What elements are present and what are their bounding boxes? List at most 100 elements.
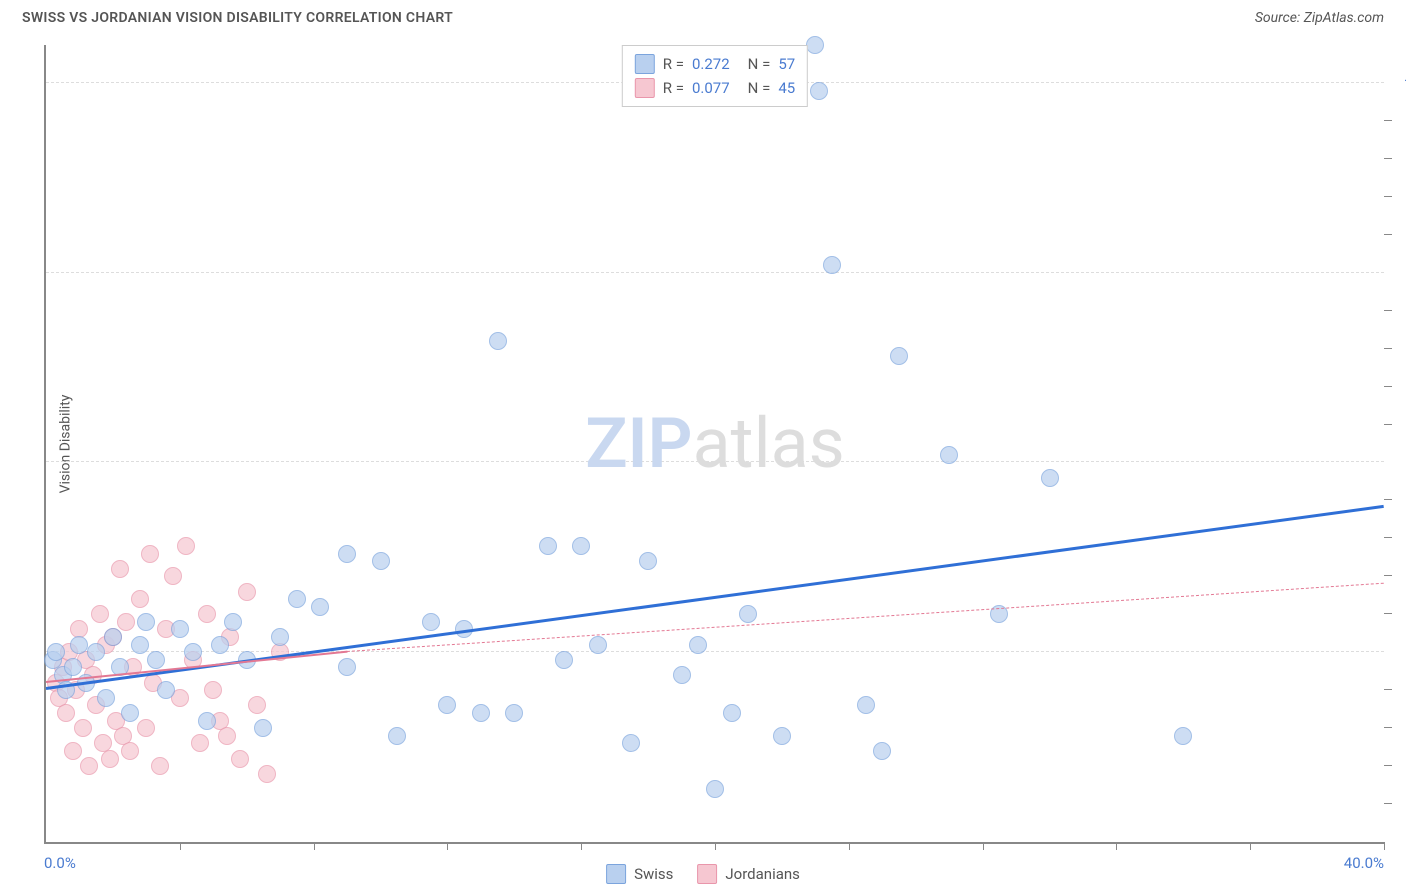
source-attribution: Source: ZipAtlas.com: [1255, 10, 1384, 26]
point-swiss: [121, 704, 139, 722]
point-swiss: [87, 643, 105, 661]
swatch-jordanians: [635, 78, 655, 98]
point-jordanians: [111, 560, 129, 578]
stat-r-swiss: 0.272: [692, 55, 730, 73]
y-tick: [1384, 234, 1392, 235]
gridline-h: [46, 461, 1384, 462]
point-jordanians: [137, 719, 155, 737]
point-swiss: [823, 256, 841, 274]
point-jordanians: [177, 537, 195, 555]
point-swiss: [639, 552, 657, 570]
swatch-swiss: [606, 864, 626, 884]
point-swiss: [271, 628, 289, 646]
point-swiss: [505, 704, 523, 722]
point-swiss: [147, 651, 165, 669]
x-tick: [849, 842, 850, 850]
x-tick: [180, 842, 181, 850]
plot-region: Vision Disability ZIPatlas R = 0.272 N =…: [44, 45, 1384, 844]
legend-label-jordanians: Jordanians: [725, 865, 800, 883]
stat-r-jordanians: 0.077: [692, 79, 730, 97]
point-jordanians: [101, 750, 119, 768]
point-swiss: [97, 689, 115, 707]
y-tick: [1384, 196, 1392, 197]
point-swiss: [622, 734, 640, 752]
point-jordanians: [74, 719, 92, 737]
point-swiss: [489, 332, 507, 350]
y-tick: [1384, 386, 1392, 387]
point-jordanians: [231, 750, 249, 768]
watermark: ZIPatlas: [585, 403, 845, 485]
legend-item-jordanians: Jordanians: [697, 864, 800, 884]
point-swiss: [706, 780, 724, 798]
y-tick: [1384, 348, 1392, 349]
y-tick: [1384, 803, 1392, 804]
watermark-zip: ZIP: [585, 403, 692, 485]
legend-stats-row-jordanians: R = 0.077 N = 45: [635, 76, 795, 100]
point-swiss: [472, 704, 490, 722]
swatch-swiss: [635, 54, 655, 74]
point-swiss: [157, 681, 175, 699]
point-swiss: [873, 742, 891, 760]
y-tick: [1384, 310, 1392, 311]
point-jordanians: [218, 727, 236, 745]
point-swiss: [224, 613, 242, 631]
legend-stats-row-swiss: R = 0.272 N = 57: [635, 52, 795, 76]
point-jordanians: [80, 757, 98, 775]
x-axis-min: 0.0%: [44, 854, 76, 872]
point-swiss: [857, 696, 875, 714]
stat-r-label: R =: [663, 55, 684, 73]
point-swiss: [47, 643, 65, 661]
x-tick: [314, 842, 315, 850]
point-jordanians: [91, 605, 109, 623]
y-tick: [1384, 499, 1392, 500]
swatch-jordanians: [697, 864, 717, 884]
y-tick: [1384, 158, 1392, 159]
x-tick: [983, 842, 984, 850]
point-swiss: [288, 590, 306, 608]
stat-r-label: R =: [663, 79, 684, 97]
point-swiss: [773, 727, 791, 745]
point-swiss: [171, 620, 189, 638]
point-swiss: [338, 658, 356, 676]
point-swiss: [198, 712, 216, 730]
point-swiss: [372, 552, 390, 570]
point-swiss: [64, 658, 82, 676]
gridline-h: [46, 272, 1384, 273]
point-jordanians: [164, 567, 182, 585]
point-swiss: [539, 537, 557, 555]
legend-label-swiss: Swiss: [634, 865, 673, 883]
point-swiss: [806, 36, 824, 54]
point-jordanians: [64, 742, 82, 760]
point-swiss: [890, 347, 908, 365]
x-tick: [1116, 842, 1117, 850]
point-swiss: [388, 727, 406, 745]
legend-series: Swiss Jordanians: [606, 864, 800, 884]
point-swiss: [810, 82, 828, 100]
stat-n-jordanians: 45: [778, 79, 795, 97]
chart-area: Vision Disability ZIPatlas R = 0.272 N =…: [44, 45, 1384, 844]
point-swiss: [311, 598, 329, 616]
point-swiss: [104, 628, 122, 646]
x-tick: [581, 842, 582, 850]
point-jordanians: [131, 590, 149, 608]
y-tick: [1384, 120, 1392, 121]
y-axis-label: Vision Disability: [57, 394, 73, 493]
point-jordanians: [117, 613, 135, 631]
point-jordanians: [258, 765, 276, 783]
point-jordanians: [204, 681, 222, 699]
point-jordanians: [198, 605, 216, 623]
point-swiss: [723, 704, 741, 722]
point-jordanians: [151, 757, 169, 775]
stat-n-label: N =: [748, 79, 771, 97]
point-swiss: [254, 719, 272, 737]
point-swiss: [184, 643, 202, 661]
x-tick: [715, 842, 716, 850]
point-swiss: [940, 446, 958, 464]
y-tick: [1384, 727, 1392, 728]
y-tick: [1384, 689, 1392, 690]
stat-n-label: N =: [748, 55, 771, 73]
point-swiss: [572, 537, 590, 555]
x-tick: [1250, 842, 1251, 850]
point-swiss: [1174, 727, 1192, 745]
point-jordanians: [141, 545, 159, 563]
